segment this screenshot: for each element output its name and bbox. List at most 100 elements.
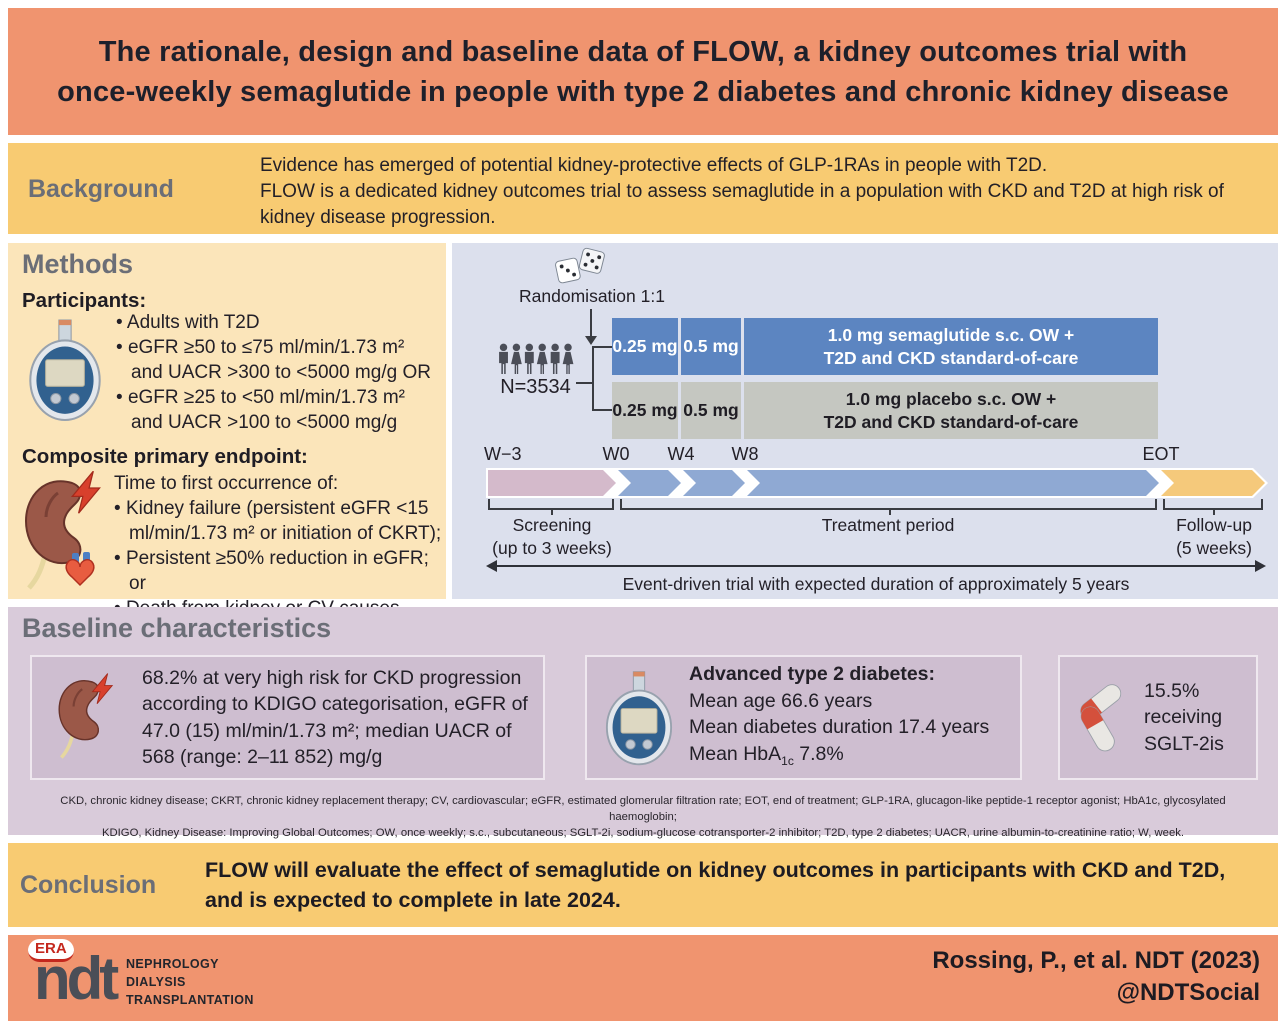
abbreviations-line1: CKD, chronic kidney disease; CKRT, chron… [60,795,1226,823]
arm2-line1: 1.0 mg placebo s.c. OW + [845,388,1057,409]
sglt2-line2: receiving [1144,706,1223,729]
screening-line2: (up to 3 weeks) [492,538,612,558]
arm2-maintenance-box: 1.0 mg placebo s.c. OW + T2D and CKD sta… [744,382,1158,439]
dice-icon [555,247,605,284]
page-title-line1: The rationale, design and baseline data … [98,35,1188,68]
followup-line1: Follow-up [1176,515,1252,535]
era-logo: ERA [28,939,74,962]
sglt2-line3: SGLT-2is [1144,732,1224,755]
participants-list: Adults with T2D eGFR ≥50 to ≤75 ml/min/1… [116,310,440,435]
arm1-line2: T2D and CKD standard-of-care [823,347,1079,368]
tick-w-minus3: W−3 [484,444,522,464]
arm2-dose-025: 0.25 mg [612,382,678,439]
conclusion-text: FLOW will evaluate the effect of semaglu… [205,855,1265,915]
baseline-section: Baseline characteristics 68.2% at very h… [8,607,1278,839]
trial-design-diagram: Randomisation 1:1 N=3534 0.25 mg 0.5 mg … [452,243,1278,599]
social-handle: @NDTSocial [1116,979,1260,1006]
arm1-line1: 1.0 mg semaglutide s.c. OW + [827,324,1075,345]
background-label: Background [28,175,174,203]
participants-bullet-1: Adults with T2D [116,310,440,335]
pills-icon [1080,683,1122,751]
glucose-meter-icon-2 [605,670,673,765]
tick-w8: W8 [731,444,759,464]
randomisation-label: Randomisation 1:1 [519,286,665,306]
arm1-dose-025: 0.25 mg [612,318,678,375]
journal-line2: DIALYSIS [126,975,186,989]
bracket-screening [488,499,614,515]
conclusion-section: Conclusion FLOW will evaluate the effect… [8,843,1278,927]
arm1-maintenance-box: 1.0 mg semaglutide s.c. OW + T2D and CKD… [744,318,1158,375]
citation-block: Rossing, P., et al. NDT (2023) @NDTSocia… [932,945,1260,1009]
treatment-period-label: Treatment period [821,515,955,535]
diabetes-duration: Mean diabetes duration 17.4 years [689,716,990,739]
page-title-line2: once-weekly semaglutide in people with t… [57,75,1229,108]
arm1-dose-05: 0.5 mg [681,318,741,375]
participants-label: Participants: [22,289,147,312]
sglt2-percent: 15.5% [1144,679,1200,702]
participants-bullet-3: eGFR ≥25 to <50 ml/min/1.73 m² and UACR … [116,385,440,435]
participants-bullet-2: eGFR ≥50 to ≤75 ml/min/1.73 m² and UACR … [116,335,440,385]
duration-double-arrow [486,560,1266,572]
segment-followup [1161,470,1265,496]
connector-arm1 [592,346,612,348]
diabetes-title: Advanced type 2 diabetes: [689,663,935,686]
connector-people [576,382,594,384]
connector-vertical [592,346,594,411]
arm2-dose-05: 0.5 mg [681,382,741,439]
arm2-line2: T2D and CKD standard-of-care [823,411,1079,432]
abbreviations: CKD, chronic kidney disease; CKRT, chron… [28,793,1258,841]
randomisation-arrow-line [590,309,592,337]
methods-heading: Methods [22,249,133,279]
segment-treatment-3 [747,470,1159,496]
bracket-treatment [620,499,1157,515]
conclusion-line2: and is expected to complete in late 2024… [205,888,621,912]
endpoint-list: Kidney failure (persistent eGFR <15 ml/m… [114,496,444,621]
endpoint-intro: Time to first occurrence of: [114,473,339,494]
abbreviations-line2: KDIGO, Kidney Disease: Improving Global … [101,827,1185,839]
baseline-heading: Baseline characteristics [22,613,332,643]
baseline-card-sglt2: 15.5% receiving SGLT-2is [1058,655,1258,780]
heart-icon [65,552,95,587]
methods-panel: Methods Participants: Adults with T2D eG… [8,243,446,619]
bracket-followup [1163,499,1263,515]
tick-w0: W0 [602,444,630,464]
glucose-meter-icon [29,319,101,421]
endpoint-block: Time to first occurrence of: Kidney fail… [114,471,444,621]
segment-screening [488,470,616,496]
conclusion-line1: FLOW will evaluate the effect of semaglu… [205,858,1226,882]
endpoint-label: Composite primary endpoint: [22,445,308,468]
diabetes-age: Mean age 66.6 years [689,689,873,712]
tick-w4: W4 [667,444,695,464]
journal-line1: NEPHROLOGY [126,957,219,971]
tick-eot: EOT [1142,444,1180,464]
endpoint-bullet-1: Kidney failure (persistent eGFR <15 ml/m… [114,496,444,546]
event-driven-label: Event-driven trial with expected duratio… [622,574,1130,594]
conclusion-label: Conclusion [20,871,157,899]
background-text: Evidence has emerged of potential kidney… [260,153,1260,231]
title-band: The rationale, design and baseline data … [8,8,1278,135]
background-sentence2: FLOW is a dedicated kidney outcomes tria… [260,181,1224,228]
diabetes-hba1c: Mean HbA1c 7.8% [689,742,844,768]
sample-size-label: N=3534 [500,376,571,398]
background-section: Background Evidence has emerged of poten… [8,143,1278,234]
baseline-card-diabetes: Advanced type 2 diabetes: Mean age 66.6 … [585,655,1022,780]
footer: ERA ndt NEPHROLOGY DIALYSIS TRANSPLANTAT… [8,935,1278,1021]
baseline-card-ckd: 68.2% at very high risk for CKD progress… [30,655,545,780]
followup-line2: (5 weeks) [1176,538,1252,558]
kidney-lightning-icon [58,672,114,759]
journal-name: NEPHROLOGY DIALYSIS TRANSPLANTATION [126,955,254,1009]
randomisation-arrowhead [585,336,597,345]
followup-label: Follow-up (5 weeks) [1124,514,1286,560]
screening-label: Screening (up to 3 weeks) [467,514,637,560]
endpoint-bullet-2: Persistent ≥50% reduction in eGFR; or [114,546,444,596]
people-group-icon [499,343,574,374]
ndt-logo: ERA ndt [28,939,119,1009]
kidney-heart-icon [24,471,101,590]
lightning-bolt-icon [70,471,101,514]
journal-line3: TRANSPLANTATION [126,993,254,1007]
citation: Rossing, P., et al. NDT (2023) [932,947,1260,974]
connector-arm2 [592,409,612,411]
background-sentence1: Evidence has emerged of potential kidney… [260,155,1048,176]
diabetes-text: Advanced type 2 diabetes: Mean age 66.6 … [689,661,989,774]
